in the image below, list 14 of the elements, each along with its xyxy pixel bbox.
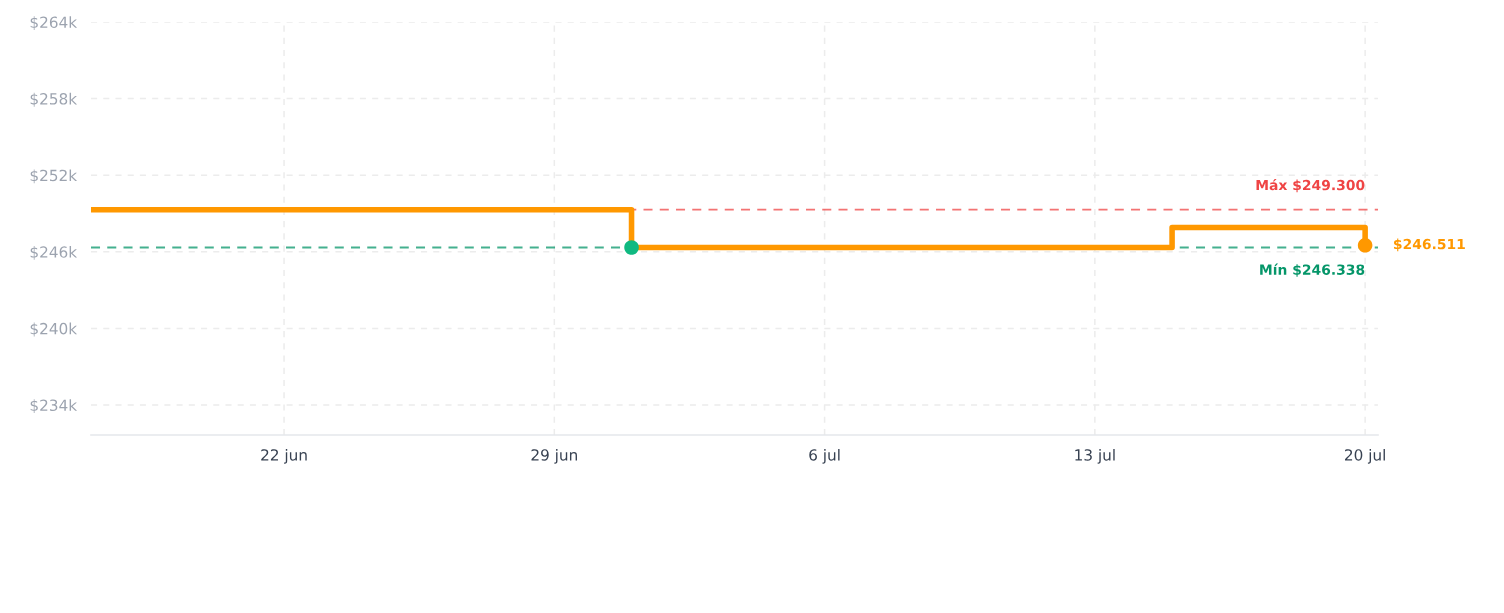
ref-line-label: Máx $249.300 xyxy=(1256,179,1365,193)
y-tick-label: $252k xyxy=(30,169,78,184)
x-tick-label: 22 jun xyxy=(261,448,307,464)
y-tick-label: $234k xyxy=(30,399,78,414)
data-label: $246.511 xyxy=(1393,238,1465,252)
x-tick-label: 20 jul xyxy=(1345,448,1385,464)
x-tick-label: 6 jul xyxy=(809,448,840,464)
y-tick-label: $240k xyxy=(30,322,78,337)
y-tick-label: $258k xyxy=(30,92,78,107)
ref-line-label: Mín $246.338 xyxy=(1260,263,1365,277)
y-tick-label: $246k xyxy=(30,245,78,260)
y-tick-label: $264k xyxy=(30,16,78,31)
x-tick-label: 13 jul xyxy=(1075,448,1115,464)
x-tick-label: 29 jun xyxy=(531,448,577,464)
